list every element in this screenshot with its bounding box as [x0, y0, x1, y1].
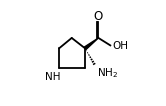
Text: NH$_2$: NH$_2$ [97, 67, 118, 80]
Text: NH: NH [45, 72, 61, 82]
Text: O: O [94, 10, 103, 23]
Polygon shape [84, 38, 98, 50]
Text: OH: OH [113, 41, 128, 51]
